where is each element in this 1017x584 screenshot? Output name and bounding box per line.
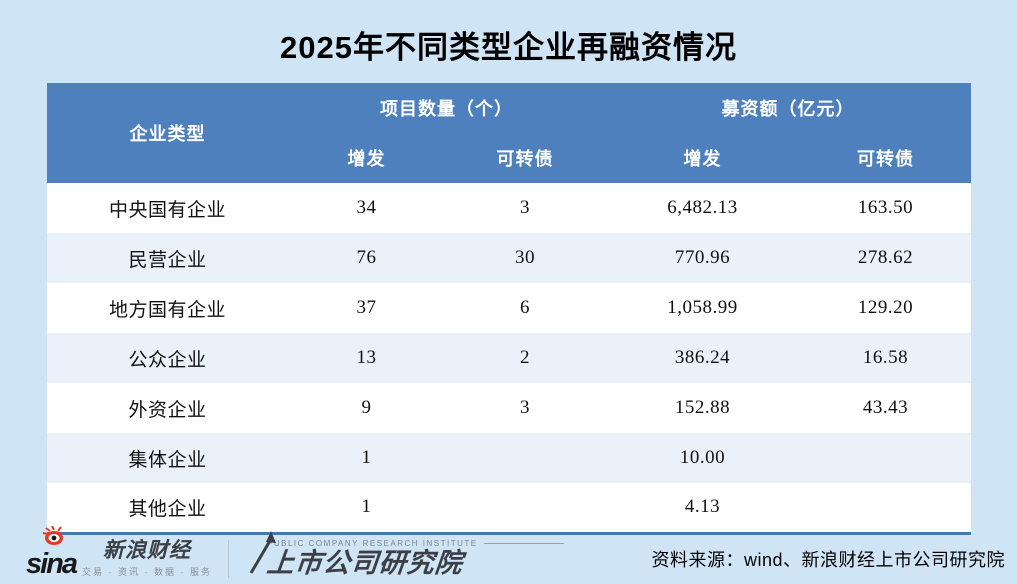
table-row: 公众企业 13 2 386.24 16.58 [47, 333, 971, 383]
source-text: 资料来源：wind、新浪财经上市公司研究院 [651, 549, 1005, 570]
footer: sina 新浪财经 交易 · 资讯 · 数据 · 服务 PUBLIC COMPA… [0, 525, 1017, 584]
cell-value: 30 [445, 233, 605, 283]
cell-value: 13 [288, 333, 445, 383]
cell-value: 2 [445, 333, 605, 383]
cell-value: 10.00 [605, 433, 800, 483]
table-header: 企业类型 项目数量（个） 募资额（亿元） 增发 可转债 增发 可转债 [47, 83, 971, 183]
sina-brand-block: 新浪财经 交易 · 资讯 · 数据 · 服务 [82, 539, 212, 579]
table-body: 中央国有企业 34 3 6,482.13 163.50 民营企业 76 30 7… [47, 183, 971, 533]
arrow-up-right-icon [249, 531, 277, 574]
table-row: 其他企业 1 4.13 [47, 483, 971, 533]
cell-value: 43.43 [800, 383, 971, 433]
sina-finance-logo: sina 新浪财经 交易 · 资讯 · 数据 · 服务 [26, 525, 212, 580]
row-label: 中央国有企业 [47, 183, 288, 233]
cell-value: 152.88 [605, 383, 800, 433]
table-row: 外资企业 9 3 152.88 43.43 [47, 383, 971, 433]
pcri-cn-text: 上市公司研究院 [265, 548, 465, 578]
cell-value: 386.24 [605, 333, 800, 383]
cell-value: 34 [288, 183, 445, 233]
table-row: 中央国有企业 34 3 6,482.13 163.50 [47, 183, 971, 233]
cell-value: 3 [445, 183, 605, 233]
row-label: 集体企业 [47, 433, 288, 483]
cell-value [445, 433, 605, 483]
row-label: 地方国有企业 [47, 283, 288, 333]
page-title: 2025年不同类型企业再融资情况 [280, 30, 737, 65]
cell-value: 1 [288, 483, 445, 533]
cell-value: 16.58 [800, 333, 971, 383]
footer-divider [228, 539, 230, 578]
cell-value: 6,482.13 [605, 183, 800, 233]
cell-value: 129.20 [800, 283, 971, 333]
cell-value [445, 483, 605, 533]
cell-value: 1 [288, 433, 445, 483]
sina-brand-text: 新浪财经 [103, 538, 192, 562]
cell-value: 9 [288, 383, 445, 433]
table-row: 地方国有企业 37 6 1,058.99 129.20 [47, 283, 971, 333]
table-row: 民营企业 76 30 770.96 278.62 [47, 233, 971, 283]
pcri-logo: PUBLIC COMPANY RESEARCH INSTITUTE 上市公司研究… [245, 531, 564, 578]
footer-logos: sina 新浪财经 交易 · 资讯 · 数据 · 服务 PUBLIC COMPA… [0, 525, 564, 580]
column-header-amount-secondary-offering: 增发 [605, 133, 800, 183]
cell-value: 3 [445, 383, 605, 433]
row-label: 公众企业 [47, 333, 288, 383]
cell-value: 6 [445, 283, 605, 333]
row-label: 外资企业 [47, 383, 288, 433]
row-label: 其他企业 [47, 483, 288, 533]
row-label: 民营企业 [47, 233, 288, 283]
cell-value: 770.96 [605, 233, 800, 283]
pcri-en-label: PUBLIC COMPANY RESEARCH INSTITUTE [267, 539, 478, 548]
cell-value [800, 483, 971, 533]
cell-value [800, 433, 971, 483]
sina-eye-icon [42, 525, 63, 545]
column-header-enterprise-type: 企业类型 [47, 83, 288, 183]
column-header-count-secondary-offering: 增发 [288, 133, 445, 183]
cell-value: 163.50 [800, 183, 971, 233]
sina-wordmark: sina [26, 547, 78, 580]
pcri-rule [483, 543, 564, 544]
cell-value: 1,058.99 [605, 283, 800, 333]
table-row: 集体企业 1 10.00 [47, 433, 971, 483]
pcri-en-text: PUBLIC COMPANY RESEARCH INSTITUTE [267, 539, 564, 548]
refinancing-table: 企业类型 项目数量（个） 募资额（亿元） 增发 可转债 增发 可转债 中央国有企… [47, 83, 971, 535]
column-group-project-count: 项目数量（个） [288, 83, 605, 133]
sina-tagline: 交易 · 资讯 · 数据 · 服务 [82, 566, 213, 577]
column-group-raised-amount: 募资额（亿元） [605, 83, 971, 133]
column-header-amount-convertible-bond: 可转债 [800, 133, 971, 183]
column-header-count-convertible-bond: 可转债 [445, 133, 605, 183]
cell-value: 4.13 [605, 483, 800, 533]
cell-value: 76 [288, 233, 445, 283]
cell-value: 278.62 [800, 233, 971, 283]
cell-value: 37 [288, 283, 445, 333]
